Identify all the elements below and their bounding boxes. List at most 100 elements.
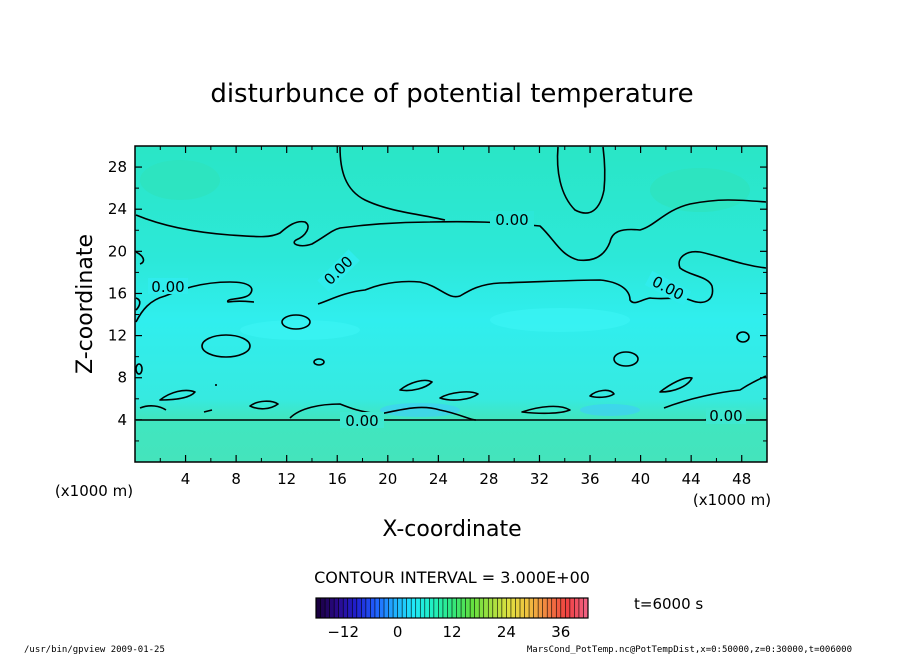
contour-label-2: 0.00 — [151, 278, 184, 296]
colorbar-cell — [393, 598, 399, 618]
x-tick-label: 36 — [580, 470, 599, 488]
colorbar-cell — [415, 598, 421, 618]
colorbar-cell — [560, 598, 566, 618]
z-unit-label: (x1000 m) — [693, 491, 771, 509]
colorbar-cell — [447, 598, 453, 618]
contour-line-low-10 — [589, 389, 615, 399]
colorbar-cell — [470, 598, 476, 618]
colorbar-cell — [365, 598, 371, 618]
contour-line-low-8 — [663, 375, 767, 409]
x-unit-label: (x1000 m) — [55, 482, 133, 500]
colorbar-cell — [474, 598, 480, 618]
plot-frame — [134, 145, 768, 463]
y-axis: 4 8 12 16 20 24 28 — [108, 158, 767, 442]
colorbar-cell — [583, 598, 589, 618]
x-tick-label: 32 — [530, 470, 549, 488]
x-tick-label: 20 — [378, 470, 397, 488]
contour-line-low-11 — [139, 405, 167, 411]
colorbar-cell — [347, 598, 353, 618]
colorbar-cell — [438, 598, 444, 618]
colorbar-tick-label: 24 — [497, 623, 516, 641]
y-tick-label: 28 — [108, 158, 127, 176]
colorbar-cell — [578, 598, 584, 618]
colorbar-cell — [402, 598, 408, 618]
colorbar-cell — [356, 598, 362, 618]
field-patches — [140, 160, 750, 417]
contour-labels: 0.00 0.00 0.00 0.00 0.00 0.00 — [148, 211, 746, 430]
contour-line-lower-b — [135, 297, 141, 311]
colorbar-tick-label: 36 — [551, 623, 570, 641]
colorbar-cell — [325, 598, 331, 618]
x-tick-label: 8 — [231, 470, 241, 488]
colorbar-cell — [452, 598, 458, 618]
colorbar-frame — [315, 597, 589, 619]
colorbar-cell — [338, 598, 344, 618]
colorbar-cell — [479, 598, 485, 618]
colorbar-cell — [461, 598, 467, 618]
colorbar — [315, 597, 589, 619]
x-tick-label: 40 — [631, 470, 650, 488]
x-tick-label: 28 — [479, 470, 498, 488]
colorbar-cell — [424, 598, 430, 618]
contour-interval: CONTOUR INTERVAL = 3.000E+00 — [314, 568, 590, 587]
x-axis-title: X-coordinate — [382, 517, 521, 542]
colorbar-tick-label: −12 — [327, 623, 359, 641]
contour-line-tongue — [556, 146, 606, 214]
x-tick-label: 12 — [277, 470, 296, 488]
contour-line-upper — [135, 199, 767, 262]
contour-blob-6 — [135, 363, 143, 375]
y-tick-label: 4 — [117, 411, 127, 429]
colorbar-cell — [492, 598, 498, 618]
contour-line-low-7 — [659, 376, 693, 393]
colorbar-ticks: −12 0 12 24 36 — [327, 623, 570, 641]
colorbar-cell — [316, 598, 322, 618]
colorbar-cell — [483, 598, 489, 618]
x-tick-label: 44 — [682, 470, 701, 488]
contour-line-lower-a — [135, 251, 145, 265]
colorbar-cell — [334, 598, 340, 618]
colorbar-cell — [442, 598, 448, 618]
contour-blob-2 — [201, 334, 251, 358]
colorbar-tick-label: 0 — [393, 623, 403, 641]
y-tick-label: 8 — [117, 369, 127, 387]
colorbar-cell — [547, 598, 553, 618]
chart-title: disturbunce of potential temperature — [210, 79, 693, 109]
contour-line-low-3 — [399, 379, 433, 392]
y-tick-label: 24 — [108, 200, 127, 218]
contour-blob-5 — [313, 358, 325, 366]
colorbar-cell — [529, 598, 535, 618]
time-label: t=6000 s — [634, 595, 703, 613]
colorbar-cell — [510, 598, 516, 618]
y-axis-title: Z-coordinate — [73, 234, 98, 374]
colorbar-cell — [538, 598, 544, 618]
colorbar-tick-label: 12 — [442, 623, 461, 641]
colorbar-cell — [352, 598, 358, 618]
colorbar-cell — [524, 598, 530, 618]
colorbar-cell — [551, 598, 557, 618]
colorbar-cell — [320, 598, 326, 618]
colorbar-cell — [488, 598, 494, 618]
contour-line-dome — [339, 146, 446, 221]
colorbar-cell — [569, 598, 575, 618]
contour-line-low-12 — [203, 384, 217, 413]
contour-line-mid — [135, 250, 767, 323]
y-tick-label: 12 — [108, 327, 127, 345]
colorbar-cell — [361, 598, 367, 618]
colorbar-cell — [343, 598, 349, 618]
colorbar-cell — [384, 598, 390, 618]
contour-label-6: 0.00 — [709, 407, 742, 425]
colorbar-cell — [388, 598, 394, 618]
x-tick-label: 48 — [732, 470, 751, 488]
colorbar-cell — [429, 598, 435, 618]
contour-blob-4 — [736, 331, 750, 343]
colorbar-cell — [515, 598, 521, 618]
y-tick-label: 16 — [108, 284, 127, 302]
colorbar-cell — [542, 598, 548, 618]
colorbar-cell — [420, 598, 426, 618]
colorbar-cell — [497, 598, 503, 618]
colorbar-cell — [574, 598, 580, 618]
colorbar-cell — [556, 598, 562, 618]
colorbar-cell — [501, 598, 507, 618]
contour-line-low-1 — [159, 389, 196, 401]
